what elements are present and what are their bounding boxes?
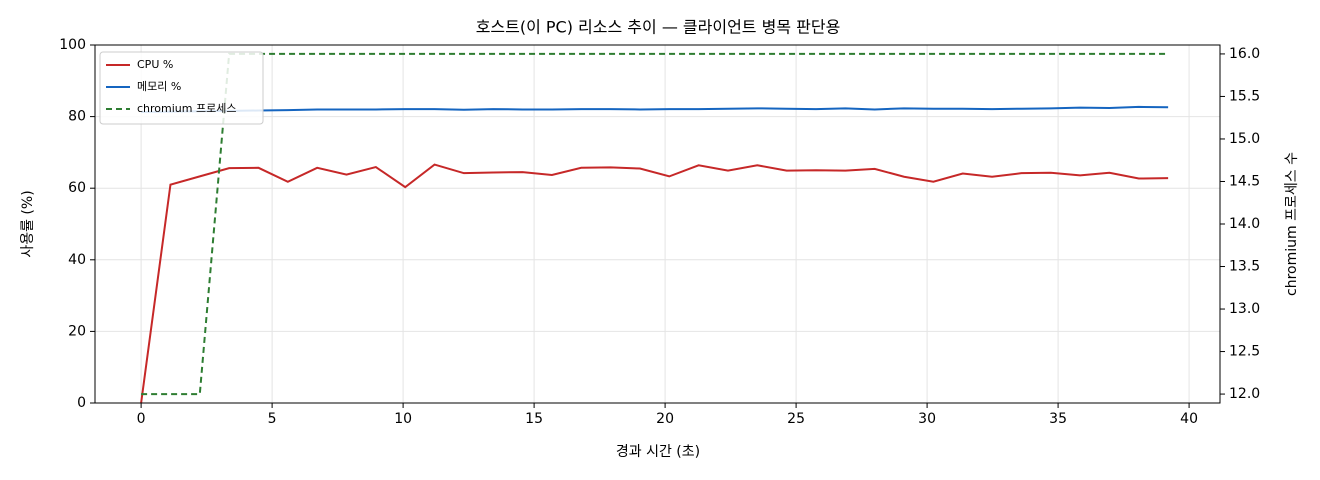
y2-tick-label: 15.0 (1229, 131, 1260, 147)
legend-label: CPU % (137, 58, 173, 71)
y-tick-label: 20 (68, 323, 86, 339)
y2-tick-label: 15.5 (1229, 88, 1260, 104)
y-tick-label: 40 (68, 252, 86, 268)
y2-tick-label: 14.5 (1229, 173, 1260, 189)
legend-label: 메모리 % (137, 80, 181, 93)
y2-tick-label: 13.5 (1229, 259, 1260, 275)
x-tick-label: 5 (268, 411, 277, 427)
y-tick-label: 60 (68, 180, 86, 196)
series-line (141, 105, 1169, 113)
chart-title: 호스트(이 PC) 리소스 추이 — 클라이언트 병목 판단용 (476, 18, 841, 37)
x-tick-label: 30 (918, 411, 936, 427)
x-axis-label: 경과 시간 (초) (616, 444, 700, 460)
legend-box (99, 51, 264, 125)
y-axis-label: 사용률 (%) (20, 190, 36, 257)
series-line (141, 52, 1169, 396)
x-tick-label: 20 (656, 411, 674, 427)
legend-label: chromium 프로세스 (137, 102, 236, 115)
y2-tick-label: 13.0 (1229, 301, 1260, 317)
y-tick-label: 80 (68, 109, 86, 125)
x-tick-label: 25 (787, 411, 805, 427)
series-line (140, 163, 1169, 404)
y-tick-label: 100 (59, 37, 86, 53)
x-tick-label: 15 (525, 411, 543, 427)
y2-axis-label: chromium 프로세스 수 (1284, 152, 1300, 296)
x-tick-label: 0 (137, 411, 146, 427)
y2-tick-label: 12.5 (1229, 344, 1260, 360)
y2-tick-label: 14.0 (1229, 216, 1260, 232)
y2-tick-label: 12.0 (1229, 386, 1260, 402)
x-tick-label: 40 (1180, 411, 1198, 427)
x-tick-label: 10 (394, 411, 412, 427)
plot-frame (94, 44, 1221, 404)
x-tick-label: 35 (1049, 411, 1067, 427)
y2-tick-label: 16.0 (1229, 46, 1260, 62)
y-tick-label: 0 (77, 395, 86, 411)
